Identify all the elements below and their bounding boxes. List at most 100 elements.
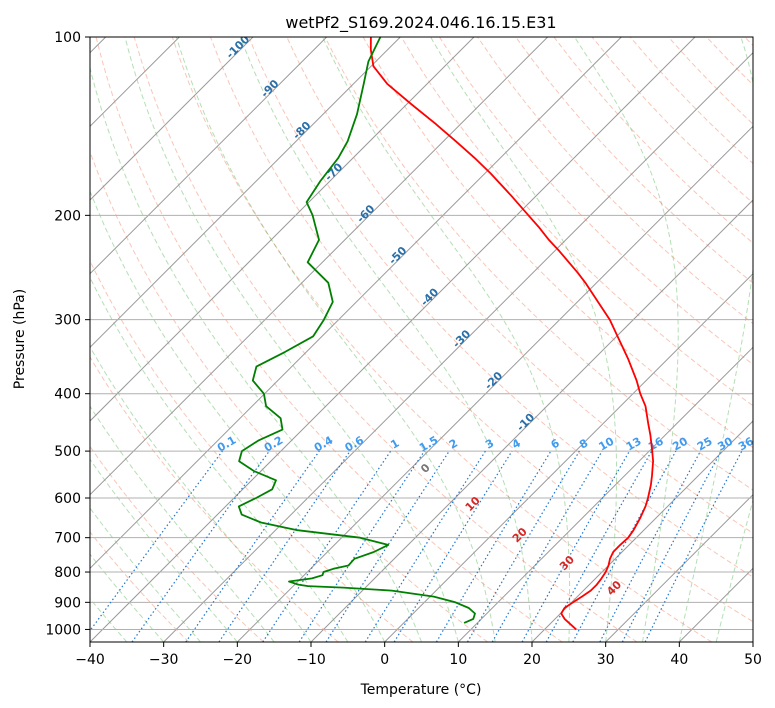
mixing-ratio-line [131,450,270,642]
y-tick-label: 100 [54,30,81,46]
temperature-profile-line [369,37,654,631]
moist-adiabat [90,189,386,642]
dry-adiabat [95,37,563,642]
dry-adiabat [90,150,488,642]
moist-adiabat [90,65,422,642]
moist-adiabat [574,37,679,642]
mixing-ratio-line [435,450,552,642]
y-tick-label: 500 [54,444,81,460]
y-tick-label: 600 [54,491,81,507]
isotherm-line [90,37,401,349]
isotherm-line [90,37,622,570]
moist-adiabat [678,37,753,642]
moist-adiabat [175,37,496,642]
mixing-ratio-line [572,450,677,642]
dry-adiabat [400,37,753,407]
isotherm-line [678,567,753,642]
mixing-ratio-label: 2 [447,437,460,452]
moist-adiabat-label: 40 [604,578,624,598]
x-tick-label: 10 [449,652,467,668]
dry-adiabat-label: -30 [450,327,473,350]
moist-adiabat-label: 20 [510,525,530,545]
mixing-ratio-line [621,450,722,642]
dry-adiabat [90,259,414,642]
dry-adiabat [90,445,264,642]
mixing-ratio-line [393,450,513,642]
isotherm-line [457,346,753,642]
mixing-ratio-line [325,450,450,642]
plot-frame [89,36,754,643]
mixing-ratio-label: 1 [388,437,401,452]
isotherm-line [752,641,753,642]
dry-adiabat [90,531,190,642]
dry-adiabat [515,37,753,284]
dry-adiabat [90,356,339,642]
moist-adiabat [90,276,349,642]
dry-adiabat-label: -90 [258,77,281,100]
dry-adiabat-label: -10 [514,411,537,434]
mixing-ratio-line [90,450,223,632]
dry-adiabat [324,37,753,491]
moist-adiabat [90,458,238,642]
dry-adiabat [744,37,753,47]
skewed-isotherms [90,37,753,642]
dry-adiabat-label: -50 [386,244,409,267]
isotherm-line [90,37,475,422]
y-axis-ticks: 100 200 300 400 500 600 700 800 900 1000 [45,30,90,638]
x-tick-label: −40 [75,652,105,668]
y-axis-label: Pressure (hPa) [12,289,28,389]
dry-adiabat [133,37,638,642]
y-tick-label: 700 [54,531,81,547]
isotherm-line [531,420,753,642]
mixing-ratio-line [644,450,743,642]
dry-adiabat [668,37,753,125]
dry-adiabat-label: -60 [354,202,377,225]
isotherm-line [90,37,549,496]
profile-series [237,37,654,631]
isotherm-line [163,51,753,642]
isotherm-line [236,125,753,642]
dry-adiabat [171,37,712,642]
y-tick-label: 300 [54,313,81,329]
isotherm-line [90,37,696,642]
moist-adiabat [90,507,201,642]
x-tick-label: −20 [223,652,253,668]
isotherm-line [605,493,753,642]
background-line-labels: -100-90-80-70-60-50-40-30-20-100.1 0.2 0.4… [215,37,753,598]
x-tick-label: −30 [149,652,179,668]
moist-adiabat [124,37,459,642]
moist-adiabat [715,498,753,642]
isotherm-line [90,37,254,201]
x-tick-label: −10 [296,652,326,668]
moist-adiabat-label: 30 [557,553,577,573]
mixing-ratio-label: 6 [549,436,562,451]
dry-adiabat-label: -80 [290,119,313,142]
dry-adiabat [210,37,753,623]
moist-adiabat-label: 10 [463,494,483,514]
x-axis-ticks: −40 −30 −20 −10 0 10 20 30 40 50 [75,642,762,668]
x-tick-label: 0 [380,652,389,668]
dry-adiabats [90,37,753,642]
x-tick-label: 20 [523,652,541,668]
dry-adiabat [706,37,753,86]
mixing-ratio-label: 4 [510,436,523,451]
mixing-ratio-line [298,450,425,642]
dry-adiabat-label: -20 [482,369,505,392]
mixing-ratio-line [262,450,392,642]
mixing-ratio-label: 3 [483,437,496,452]
mixing-ratio-line [545,450,653,642]
moist-adiabat-label: 0 [418,461,433,476]
isotherm-line [90,37,328,275]
moist-adiabat [430,37,617,642]
y-tick-label: 900 [54,595,81,611]
moist-adiabat [239,37,533,642]
y-tick-label: 800 [54,565,81,581]
plot-area: -100-90-80-70-60-50-40-30-20-100.1 0.2 0.4… [90,37,753,642]
mixing-ratio-line [521,450,631,642]
dry-adiabat [248,37,753,578]
x-tick-label: 50 [744,652,762,668]
mixing-ratio-line [218,450,351,642]
y-tick-label: 400 [54,387,81,403]
moist-adiabat [322,37,571,642]
